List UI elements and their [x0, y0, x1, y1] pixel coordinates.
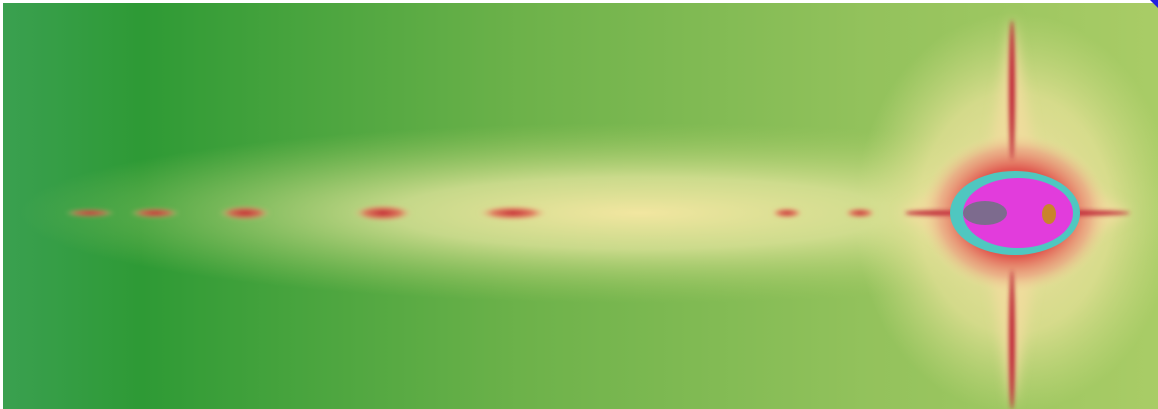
- page: [0, 0, 1158, 409]
- dark-detail: [963, 201, 1007, 225]
- fractal-view: [0, 0, 1158, 409]
- center-dot: [1042, 204, 1056, 224]
